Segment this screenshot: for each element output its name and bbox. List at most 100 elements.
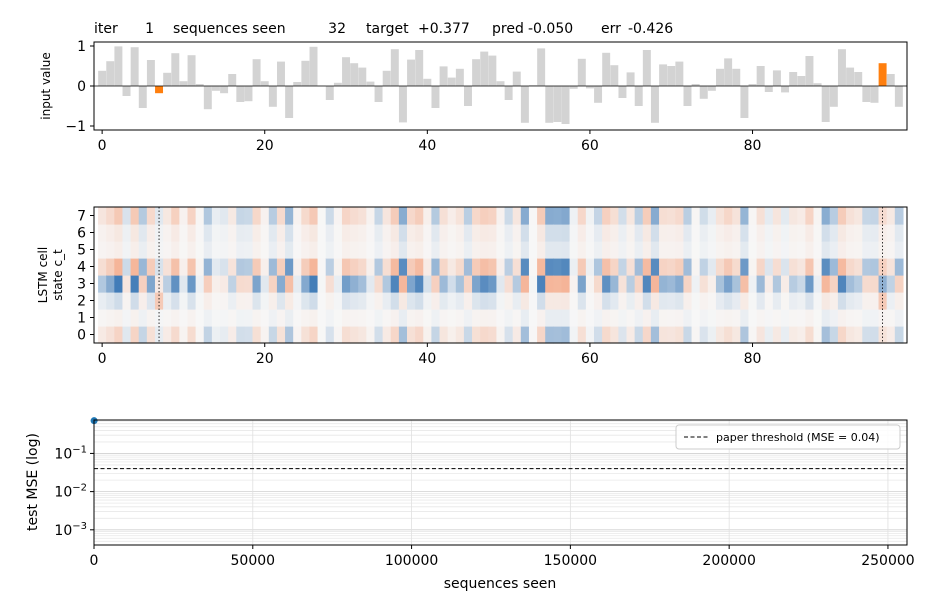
heatmap-cell: [894, 326, 904, 344]
heatmap-cell: [585, 224, 595, 242]
heatmap-cell: [561, 309, 571, 327]
heatmap-cell: [756, 258, 766, 276]
heatmap-cell: [496, 275, 506, 293]
input-bar: [569, 86, 578, 89]
heatmap-cell: [585, 309, 595, 327]
heatmap-cell: [398, 241, 408, 259]
heatmap-cell: [553, 241, 563, 259]
heatmap-cell: [366, 275, 376, 293]
heatmap-cell: [862, 224, 872, 242]
heatmap-cell: [780, 258, 790, 276]
heatmap-cell: [407, 258, 416, 276]
input-bar: [642, 50, 651, 86]
heatmap-cell: [496, 224, 506, 242]
heatmap-cell: [821, 292, 831, 310]
input-bar: [179, 81, 188, 86]
heatmap-cell: [862, 275, 872, 293]
heatmap-cell: [163, 258, 172, 276]
heatmap-cell: [472, 224, 481, 242]
heatmap-cell: [455, 292, 465, 310]
heatmap-cell: [317, 326, 327, 344]
heatmap-cell: [553, 326, 563, 344]
heatmap-cell: [211, 326, 221, 344]
heatmap-cell: [398, 207, 408, 225]
heatmap-cell: [602, 207, 611, 225]
heatmap-cell: [520, 309, 530, 327]
input-bar: [285, 86, 294, 118]
test-mse-chart: test MSE (log) sequences seen 0 50000 1000…: [25, 417, 915, 592]
y-tick-label: 7: [77, 209, 86, 225]
input-bar: [781, 86, 790, 93]
target-label: target: [366, 21, 409, 37]
heatmap-cell: [146, 326, 156, 344]
heatmap-cell: [203, 275, 213, 293]
heatmap-cell: [106, 275, 115, 293]
heatmap-cell: [398, 258, 408, 276]
heatmap-cell: [325, 326, 335, 344]
heatmap-cell: [260, 275, 270, 293]
seen-value: 32: [328, 21, 346, 37]
heatmap-cell: [667, 258, 676, 276]
input-bar: [252, 59, 261, 86]
heatmap-cell: [512, 292, 522, 310]
input-bar: [244, 86, 253, 102]
heatmap-cell: [293, 207, 302, 225]
input-bar: [520, 86, 529, 123]
heatmap-cell: [374, 292, 384, 310]
heatmap-cell: [504, 309, 514, 327]
heatmap-cell: [390, 241, 400, 259]
heatmap-cell: [577, 224, 587, 242]
heatmap-cell: [626, 326, 636, 344]
heatmap-cell: [496, 258, 506, 276]
heatmap-cell: [431, 224, 441, 242]
heatmap-cell: [756, 275, 766, 293]
heatmap-cell: [545, 292, 554, 310]
heatmap-cell: [675, 207, 685, 225]
heatmap-cell: [350, 241, 359, 259]
heatmap-cell: [724, 258, 733, 276]
heatmap-cell: [626, 258, 636, 276]
x-tick-label: 40: [418, 138, 436, 154]
heatmap-cell: [228, 309, 237, 327]
input-bar: [146, 60, 155, 86]
heatmap-cell: [846, 292, 855, 310]
input-bar: [374, 86, 383, 102]
heatmap-cell: [537, 275, 546, 293]
heatmap-cell: [504, 275, 514, 293]
heatmap-cell: [358, 309, 367, 327]
heatmap-cell: [537, 326, 546, 344]
heatmap-cell: [455, 326, 465, 344]
heatmap-cell: [366, 258, 376, 276]
heatmap-cell: [163, 207, 172, 225]
heatmap-cell: [228, 241, 237, 259]
heatmap-cell: [837, 241, 847, 259]
heatmap-cell: [813, 207, 823, 225]
heatmap-cell: [667, 207, 676, 225]
y-tick-label: 6: [77, 226, 86, 242]
heatmap-cell: [675, 258, 685, 276]
input-bar: [98, 70, 107, 86]
heatmap-cell: [764, 207, 774, 225]
heatmap-cell: [602, 258, 611, 276]
heatmap-cell: [504, 207, 514, 225]
heatmap-cell: [740, 258, 750, 276]
x-tick-label: 250000: [861, 553, 914, 569]
heatmap-cell: [407, 275, 416, 293]
heatmap-cell: [667, 224, 676, 242]
heatmap-cell: [886, 326, 896, 344]
heatmap-cell: [520, 207, 530, 225]
heatmap-cell: [187, 258, 197, 276]
y-tick-label: 1: [77, 39, 86, 55]
heatmap-cell: [886, 224, 896, 242]
heatmap-cell: [504, 258, 514, 276]
input-bar: [699, 86, 708, 99]
heatmap-cell: [480, 275, 489, 293]
legend-box: [675, 424, 901, 450]
heatmap-cell: [675, 292, 685, 310]
heatmap-cell: [325, 309, 335, 327]
heatmap-cell: [114, 292, 124, 310]
heatmap-cell: [699, 309, 709, 327]
heatmap-cell: [154, 207, 164, 225]
heatmap-cell: [715, 292, 725, 310]
heatmap-cell: [447, 241, 457, 259]
